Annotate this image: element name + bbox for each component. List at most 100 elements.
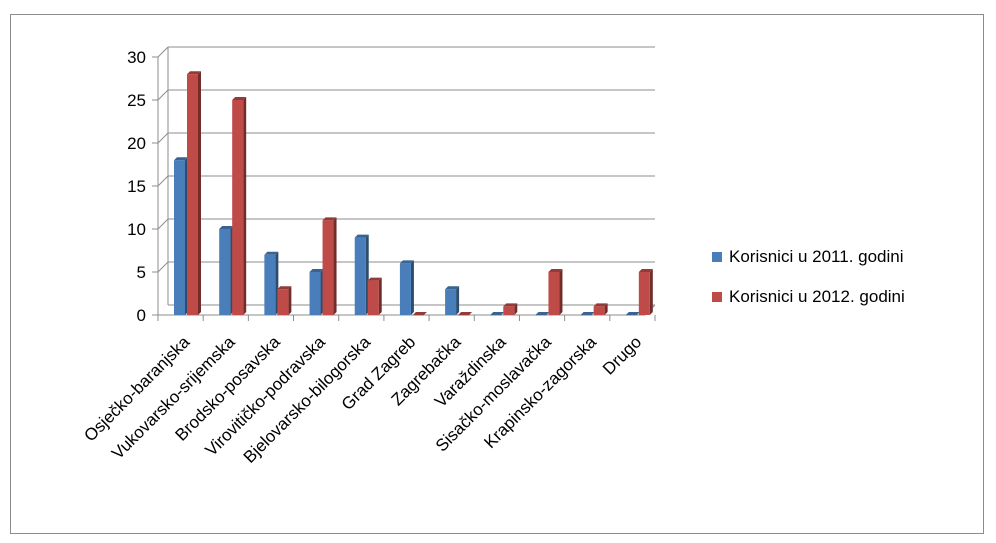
x-tick-label: Drugo: [599, 332, 645, 378]
bar-front: [367, 280, 379, 315]
bar-front: [219, 229, 231, 315]
bar-2012: [187, 71, 201, 315]
legend: Korisnici u 2011. godini Korisnici u 201…: [712, 247, 905, 327]
legend-label-2012: Korisnici u 2012. godini: [729, 287, 905, 306]
y-tick-label: 15: [127, 177, 146, 196]
y-tick-label: 0: [137, 306, 146, 325]
bar-front: [535, 315, 547, 316]
gridline-edge: [157, 89, 169, 101]
bar-2012: [232, 97, 247, 315]
chart-frame: [10, 14, 984, 534]
bar-front: [399, 263, 411, 315]
bar-2011: [174, 157, 188, 315]
y-tick-label: 10: [127, 220, 146, 239]
x-axis-ticks: Osječko-baranjskaVukovarsko-srijemskaBro…: [80, 332, 645, 467]
y-tick-label: 30: [127, 48, 146, 67]
bar-2012: [593, 303, 608, 315]
bar-top: [174, 157, 188, 161]
bar-front: [503, 306, 515, 315]
bar-2012: [548, 269, 563, 315]
bar-2011: [490, 312, 505, 316]
bar-top: [354, 234, 369, 238]
bar-top: [322, 217, 337, 221]
bar-side: [378, 277, 382, 315]
bar-front: [277, 289, 289, 315]
bar-top: [232, 97, 247, 100]
legend-label-2011: Korisnici u 2011. godini: [729, 247, 904, 266]
bar-side: [288, 286, 292, 315]
bar-top: [367, 277, 382, 281]
bar-2012: [277, 286, 292, 315]
bar-2012: [503, 303, 518, 315]
bar-top: [490, 312, 505, 315]
y-tick-label: 25: [127, 91, 146, 110]
legend-swatch-2012: [712, 292, 722, 302]
bar-front: [322, 220, 334, 315]
bar-2011: [535, 312, 550, 316]
bar-top: [264, 251, 279, 255]
bar-side: [333, 217, 337, 315]
bar-2011: [445, 286, 460, 315]
bar-side: [456, 286, 460, 315]
bar-side: [649, 269, 653, 315]
bar-front: [445, 289, 457, 315]
bar-top: [219, 226, 234, 229]
bar-front: [412, 315, 424, 316]
bar-2011: [219, 226, 234, 315]
bar-top: [593, 303, 608, 307]
bar-top: [503, 303, 518, 307]
bar-front: [354, 237, 366, 315]
bar-side: [410, 260, 414, 315]
bar-top: [548, 269, 563, 272]
bars: [174, 71, 653, 316]
y-tick-label: 5: [137, 263, 146, 282]
bar-2012: [367, 277, 382, 315]
y-tick-label: 20: [127, 134, 146, 153]
bar-2012: [412, 312, 427, 316]
gridlines: [157, 46, 655, 273]
bar-front: [187, 74, 198, 315]
bar-front: [309, 272, 321, 315]
gridline-edge: [157, 175, 169, 187]
bar-2011: [580, 312, 595, 316]
y-axis-ticks: 0 5 10 15 20 25 30: [127, 48, 146, 325]
gridline-edge: [157, 132, 169, 144]
bar-2011: [625, 312, 640, 316]
legend-swatch-2011: [712, 252, 722, 262]
bar-side: [198, 71, 201, 315]
gridline-edge: [157, 218, 169, 230]
bar-side: [514, 303, 518, 315]
bar-front: [232, 100, 244, 315]
bar-front: [548, 272, 560, 315]
bar-2011: [264, 251, 279, 315]
bar-side: [243, 97, 247, 315]
bar-2011: [399, 260, 414, 315]
bar-top: [458, 312, 473, 315]
bar-front: [593, 306, 605, 315]
bar-front: [458, 315, 470, 316]
bar-side: [604, 303, 608, 315]
bar-front: [638, 272, 650, 315]
gridline-edge: [157, 46, 169, 58]
bar-top: [187, 71, 201, 75]
bar-front: [580, 315, 592, 316]
bar-top: [535, 312, 550, 315]
bar-top: [399, 260, 414, 264]
gridline-edge: [157, 261, 169, 273]
bar-top: [412, 312, 427, 315]
bar-front: [264, 254, 276, 315]
bar-front: [490, 315, 502, 316]
bar-top: [309, 269, 324, 272]
bar-top: [625, 312, 640, 315]
bar-top: [277, 286, 292, 290]
bar-2011: [354, 234, 369, 315]
bar-side: [559, 269, 563, 315]
bar-2011: [309, 269, 324, 315]
bar-2012: [638, 269, 653, 315]
bar-top: [638, 269, 653, 272]
bar-2012: [322, 217, 337, 315]
legend-item-2012: Korisnici u 2012. godini: [712, 287, 905, 307]
bar-top: [445, 286, 460, 290]
bar-2012: [458, 312, 473, 316]
